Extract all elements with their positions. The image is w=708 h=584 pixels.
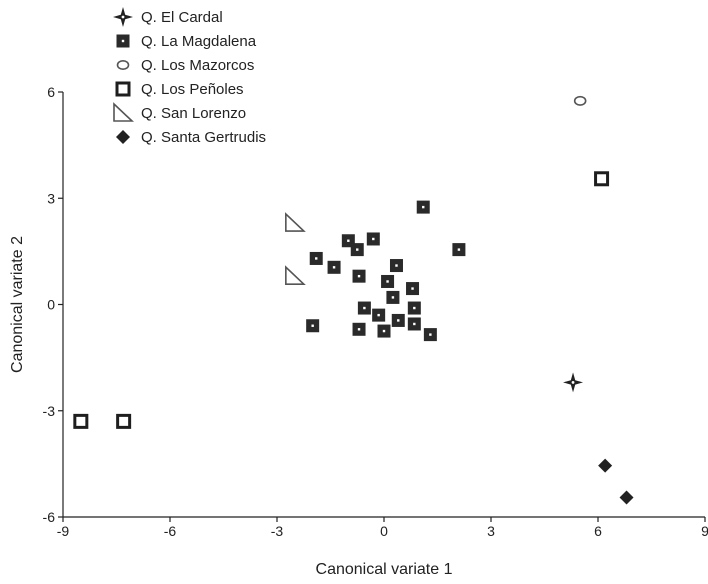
data-point-square-filled	[357, 301, 371, 315]
data-point-square-filled	[327, 260, 341, 274]
data-point-triangle-open	[285, 265, 306, 285]
y-tick-label: 0	[47, 297, 55, 313]
data-point-square-filled	[391, 313, 405, 327]
x-tick-label: -6	[164, 523, 177, 539]
data-point-square-filled	[372, 308, 386, 322]
legend-item: Q. Los Peñoles	[115, 81, 244, 98]
data-point-square-filled	[352, 269, 366, 283]
x-tick-label: 3	[487, 523, 495, 539]
y-tick-label: -6	[43, 509, 56, 525]
x-axis-title: Canonical variate 1	[316, 561, 453, 578]
legend: Q. El Cardal Q. La Magdalena Q. Los Mazorc…	[113, 7, 266, 146]
x-tick-label: 9	[701, 523, 708, 539]
data-point-square-open	[594, 171, 610, 187]
data-point-star4-filled	[563, 372, 584, 393]
y-axis-title: Canonical variate 2	[9, 236, 26, 373]
legend-marker	[116, 59, 130, 70]
legend-marker	[113, 102, 135, 122]
data-point-square-filled	[306, 319, 320, 333]
legend-label: Q. Los Mazorcos	[141, 57, 254, 74]
data-point-square-filled	[309, 251, 323, 265]
data-point-diamond-filled	[619, 490, 634, 505]
data-point-square-filled	[377, 324, 391, 338]
data-point-circle-open	[573, 95, 587, 106]
data-point-square-open	[116, 413, 132, 429]
legend-item: Q. Los Mazorcos	[116, 57, 254, 74]
data-point-square-filled	[350, 243, 364, 257]
x-tick-label: -3	[271, 523, 284, 539]
data-point-square-filled	[416, 200, 430, 214]
legend-label: Q. El Cardal	[141, 9, 223, 26]
x-tick-label: 6	[594, 523, 602, 539]
data-point-square-filled	[407, 317, 421, 331]
y-axis-ticks: -6 -3 0 3 6	[43, 84, 63, 525]
data-point-square-filled	[452, 243, 466, 257]
data-point-square-filled	[386, 290, 400, 304]
data-point-square-filled	[407, 301, 421, 315]
x-axis-ticks: -9 -6 -3 0 3 6 9	[57, 517, 708, 539]
legend-label: Q. La Magdalena	[141, 33, 257, 50]
legend-label: Q. Los Peñoles	[141, 81, 244, 98]
data-point-square-filled	[389, 259, 403, 273]
data-points	[73, 95, 634, 505]
legend-item: Q. La Magdalena	[116, 33, 257, 50]
y-tick-label: 3	[47, 190, 55, 206]
legend-item: Q. El Cardal	[113, 7, 223, 27]
data-point-square-filled	[423, 328, 437, 342]
data-point-square-filled	[352, 322, 366, 336]
x-tick-label: 0	[380, 523, 388, 539]
legend-item: Q. San Lorenzo	[113, 102, 246, 122]
legend-marker	[116, 34, 130, 48]
legend-item: Q. Santa Gertrudis	[116, 129, 266, 146]
legend-marker	[116, 130, 130, 144]
legend-label: Q. San Lorenzo	[141, 105, 246, 122]
data-point-square-filled	[381, 274, 395, 288]
data-point-square-filled	[406, 282, 420, 296]
y-tick-label: 6	[47, 84, 55, 100]
data-point-triangle-open	[285, 212, 306, 232]
legend-marker	[113, 7, 133, 27]
legend-marker	[115, 81, 131, 97]
data-point-diamond-filled	[598, 458, 613, 473]
y-tick-label: -3	[43, 403, 56, 419]
data-point-square-filled	[366, 232, 380, 246]
data-point-square-open	[73, 413, 89, 429]
x-tick-label: -9	[57, 523, 70, 539]
legend-label: Q. Santa Gertrudis	[141, 129, 266, 146]
